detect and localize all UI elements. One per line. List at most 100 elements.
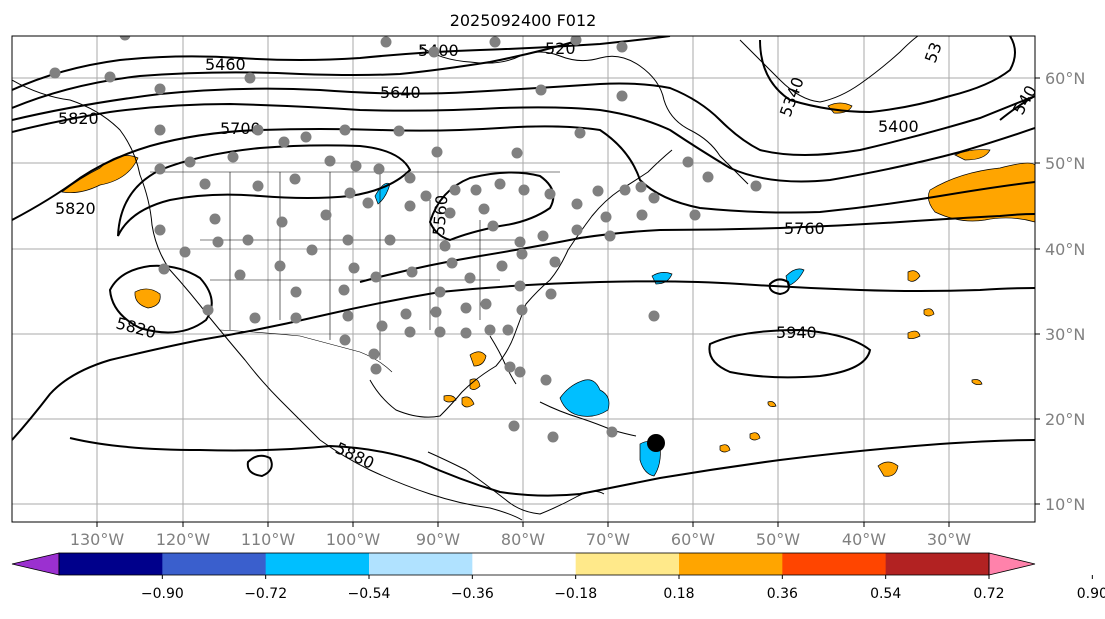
longitude-label: 30°W (927, 530, 971, 549)
colorbar-extend-high (988, 552, 1036, 576)
colorbar-segment (885, 553, 990, 575)
latitude-label: 30°N (1045, 325, 1085, 344)
contour-5880-south (69, 437, 1035, 497)
colorbar-tick-label: 0.90 (1077, 586, 1105, 602)
contour-5640 (12, 82, 1035, 156)
anomaly-negative-region (559, 379, 610, 417)
station-dot (540, 374, 552, 386)
contour-label: 5820 (55, 199, 96, 218)
station-dot (290, 286, 302, 298)
station-dot (470, 184, 482, 196)
station-dot (478, 203, 490, 215)
station-dot (487, 220, 499, 232)
station-dot (404, 200, 416, 212)
station-dot (234, 269, 246, 281)
station-dot (324, 155, 336, 167)
latitude-label: 50°N (1045, 154, 1085, 173)
station-dot (489, 36, 501, 48)
anomaly-positive-region (767, 401, 777, 408)
anomaly-positive-region (971, 379, 983, 386)
longitude-label: 130°W (70, 530, 125, 549)
anomaly-positive-region (923, 308, 935, 317)
political-borders (150, 171, 560, 373)
station-dot (604, 230, 616, 242)
station-dot (571, 198, 583, 210)
station-dot (154, 83, 166, 95)
contour-small-ring (246, 454, 273, 478)
contour-5400-north (12, 39, 581, 109)
station-dot (339, 334, 351, 346)
colorbar-tick-label: −0.72 (244, 586, 287, 602)
station-dot (289, 173, 301, 185)
station-dot (404, 326, 416, 338)
contour-5880-ridge (117, 144, 412, 237)
contour-5940 (708, 328, 872, 379)
station-dot (404, 172, 416, 184)
station-dot (104, 71, 116, 83)
contour-label: 5820 (58, 109, 99, 128)
station-dot (434, 326, 446, 338)
station-dot (549, 256, 561, 268)
colorbar-tick-label: −0.18 (554, 586, 597, 602)
station-dot (362, 197, 374, 209)
station-dot (502, 324, 514, 336)
colorbar-segment (679, 553, 783, 575)
contour-label: 5560 (429, 194, 451, 236)
colorbar-tick-label: 0.72 (973, 586, 1004, 602)
station-dot (449, 184, 461, 196)
station-dot (616, 90, 628, 102)
station-dot (511, 147, 523, 159)
latitude-labels: 60°N 50°N 40°N 30°N 20°N 10°N (1045, 69, 1085, 514)
station-dot (430, 306, 442, 318)
colorbar-tick-label: −0.54 (348, 586, 391, 602)
colorbar-frame (58, 552, 990, 576)
station-dot (514, 366, 526, 378)
pacific-coastline (12, 79, 523, 521)
station-dot (49, 67, 61, 79)
station-dot (544, 188, 556, 200)
station-dot (480, 298, 492, 310)
station-dot (202, 304, 214, 316)
contour-5760-low (428, 171, 555, 242)
colorbar-segment (59, 553, 163, 575)
station-dot (342, 310, 354, 322)
anomaly-shading (61, 102, 1035, 477)
anomaly-negative-region (785, 268, 805, 287)
station-dot (380, 36, 392, 48)
station-dot (496, 260, 508, 272)
contour-5460 (12, 36, 671, 91)
station-dot (158, 263, 170, 275)
anomaly-positive-region (469, 351, 487, 367)
colorbar: −0.90 −0.72 −0.54 −0.36 −0.18 0.18 0.36 0.54 0.7… (11, 552, 1105, 602)
anomaly-positive-region (877, 461, 899, 477)
station-dot (537, 230, 549, 242)
station-dot (420, 190, 432, 202)
greenland-coastline (739, 36, 919, 103)
storm-center-marker (647, 434, 665, 452)
contour-label: 5760 (784, 219, 825, 238)
station-dot (290, 312, 302, 324)
station-dot (571, 224, 583, 236)
contour-label: 5700 (220, 119, 261, 138)
longitude-label: 50°W (756, 530, 800, 549)
station-dot (154, 163, 166, 175)
colorbar-extend-low (11, 552, 60, 576)
anomaly-positive-region (907, 270, 921, 282)
longitude-label: 70°W (586, 530, 630, 549)
station-dot (212, 236, 224, 248)
station-dot (252, 124, 264, 136)
contour-small-low (768, 278, 790, 296)
us-mexico-border (219, 329, 393, 373)
height-contours (12, 36, 1035, 497)
longitude-label: 110°W (241, 530, 296, 549)
canada-coastline (419, 45, 749, 185)
station-dot (689, 209, 701, 221)
station-dot (376, 320, 388, 332)
contour-label: 5400 (878, 117, 919, 136)
colorbar-tick-label: 0.54 (870, 586, 901, 602)
anomaly-positive-region (134, 288, 161, 309)
station-dot (514, 236, 526, 248)
contour-5820-north (12, 125, 1035, 221)
colorbar-tick-label: −0.90 (141, 586, 184, 602)
